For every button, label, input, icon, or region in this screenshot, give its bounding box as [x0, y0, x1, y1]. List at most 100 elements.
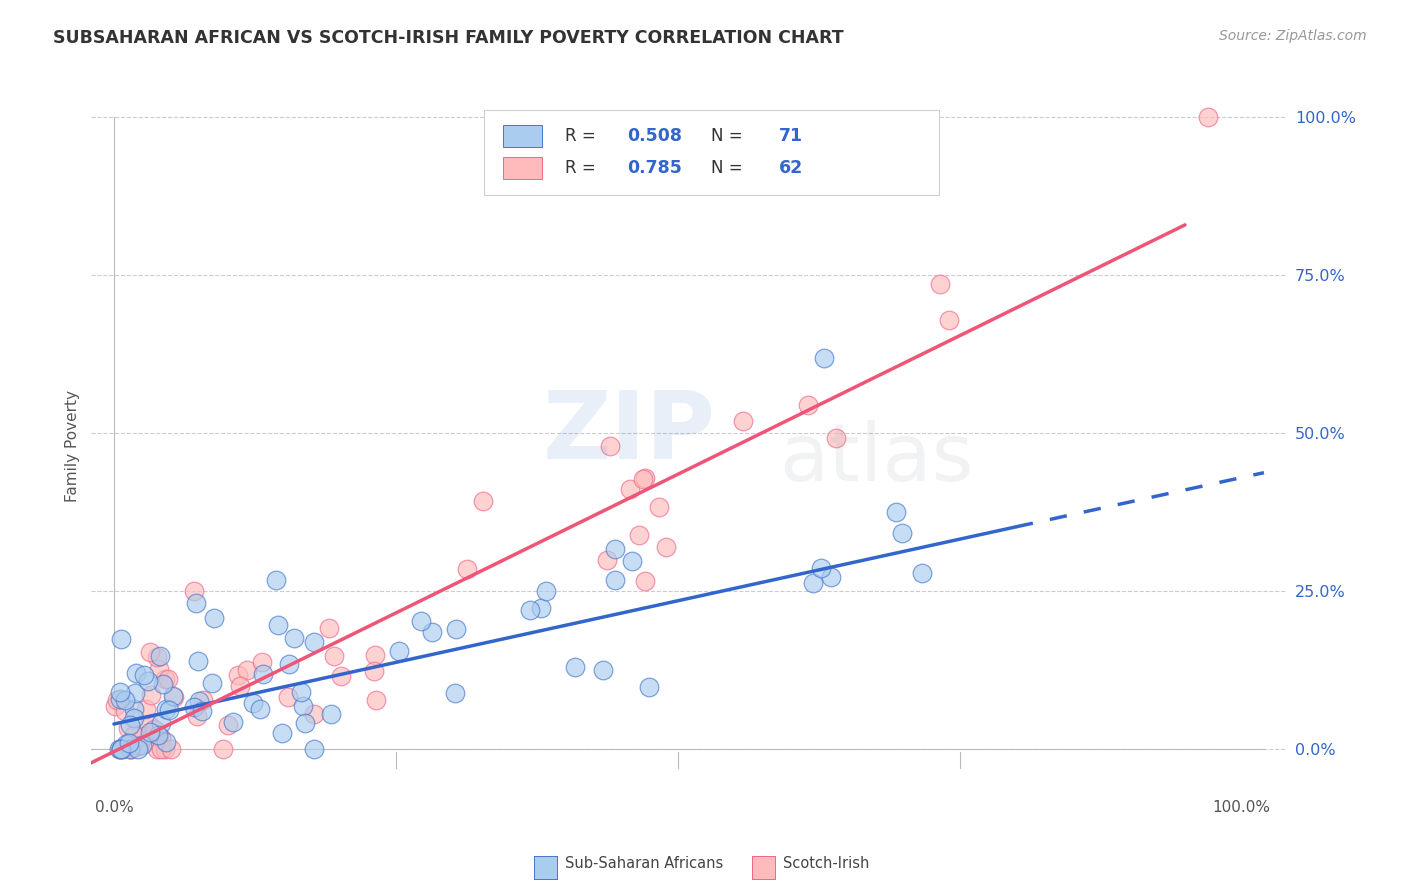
FancyBboxPatch shape [484, 110, 939, 194]
Point [131, 738, 153, 752]
Point [153, 742, 176, 756]
Text: SUBSAHARAN AFRICAN VS SCOTCH-IRISH FAMILY POVERTY CORRELATION CHART: SUBSAHARAN AFRICAN VS SCOTCH-IRISH FAMIL… [53, 29, 844, 46]
Point [105, 693, 128, 707]
Point [143, 723, 166, 737]
Point [294, 715, 316, 730]
Point [302, 742, 325, 756]
Text: R =: R = [565, 128, 600, 145]
Point [731, 414, 754, 428]
Point [191, 704, 214, 718]
Bar [503, 126, 543, 147]
Point [619, 482, 641, 496]
Point [323, 648, 346, 663]
Point [139, 688, 162, 702]
Point [633, 472, 655, 486]
Point [110, 742, 132, 756]
Point [108, 742, 131, 756]
Point [150, 742, 173, 756]
Point [637, 680, 659, 694]
Point [222, 714, 245, 729]
Point [456, 562, 478, 576]
Point [634, 574, 657, 588]
Point [228, 679, 250, 693]
Text: atlas: atlas [779, 419, 973, 498]
Point [364, 692, 387, 706]
Point [120, 742, 142, 756]
Point [114, 704, 136, 718]
Point [363, 648, 385, 662]
Point [277, 690, 299, 704]
Point [110, 742, 132, 756]
Point [162, 689, 184, 703]
Point [411, 615, 433, 629]
Point [136, 674, 159, 689]
Point [634, 470, 657, 484]
Point [318, 621, 340, 635]
Point [118, 718, 141, 732]
Point [319, 706, 342, 721]
Point [184, 596, 207, 610]
Point [148, 728, 170, 742]
Point [122, 711, 145, 725]
Point [145, 742, 167, 756]
Point [139, 645, 162, 659]
Point [530, 600, 553, 615]
Text: N =: N = [711, 128, 748, 145]
Point [250, 655, 273, 669]
Text: 71: 71 [779, 128, 803, 145]
Bar [503, 157, 543, 179]
Point [114, 693, 136, 707]
Point [278, 657, 301, 672]
Point [471, 494, 494, 508]
Point [187, 654, 209, 668]
Point [621, 554, 644, 568]
Point [152, 677, 174, 691]
Point [134, 667, 156, 681]
Point [112, 742, 135, 756]
Point [627, 527, 650, 541]
Point [270, 726, 292, 740]
Point [186, 709, 208, 723]
Point [162, 690, 184, 704]
Point [117, 721, 139, 735]
Point [242, 696, 264, 710]
Point [150, 731, 173, 746]
Point [108, 685, 131, 699]
Point [201, 675, 224, 690]
Point [146, 650, 169, 665]
Point [929, 277, 952, 292]
Point [534, 583, 557, 598]
Point [148, 662, 170, 676]
Point [938, 313, 960, 327]
Point [302, 635, 325, 649]
Point [145, 724, 167, 739]
Point [801, 576, 824, 591]
Point [226, 667, 249, 681]
Point [911, 566, 934, 580]
Point [104, 698, 127, 713]
Point [212, 742, 235, 756]
Point [139, 725, 162, 739]
Point [249, 702, 271, 716]
Point [155, 672, 177, 686]
Point [599, 439, 621, 453]
Point [1197, 111, 1219, 125]
Point [444, 686, 467, 700]
Point [813, 351, 835, 365]
Point [217, 717, 239, 731]
Point [160, 742, 183, 756]
Point [122, 728, 145, 742]
Text: Source: ZipAtlas.com: Source: ZipAtlas.com [1219, 29, 1367, 43]
Text: N =: N = [711, 159, 748, 177]
Text: 100.0%: 100.0% [1212, 800, 1271, 814]
Point [150, 731, 173, 745]
Point [127, 739, 149, 754]
Point [138, 718, 160, 732]
Point [267, 617, 290, 632]
Point [420, 625, 443, 640]
Point [654, 540, 676, 554]
Point [304, 706, 326, 721]
Point [157, 672, 180, 686]
Point [124, 686, 146, 700]
Point [115, 738, 138, 752]
